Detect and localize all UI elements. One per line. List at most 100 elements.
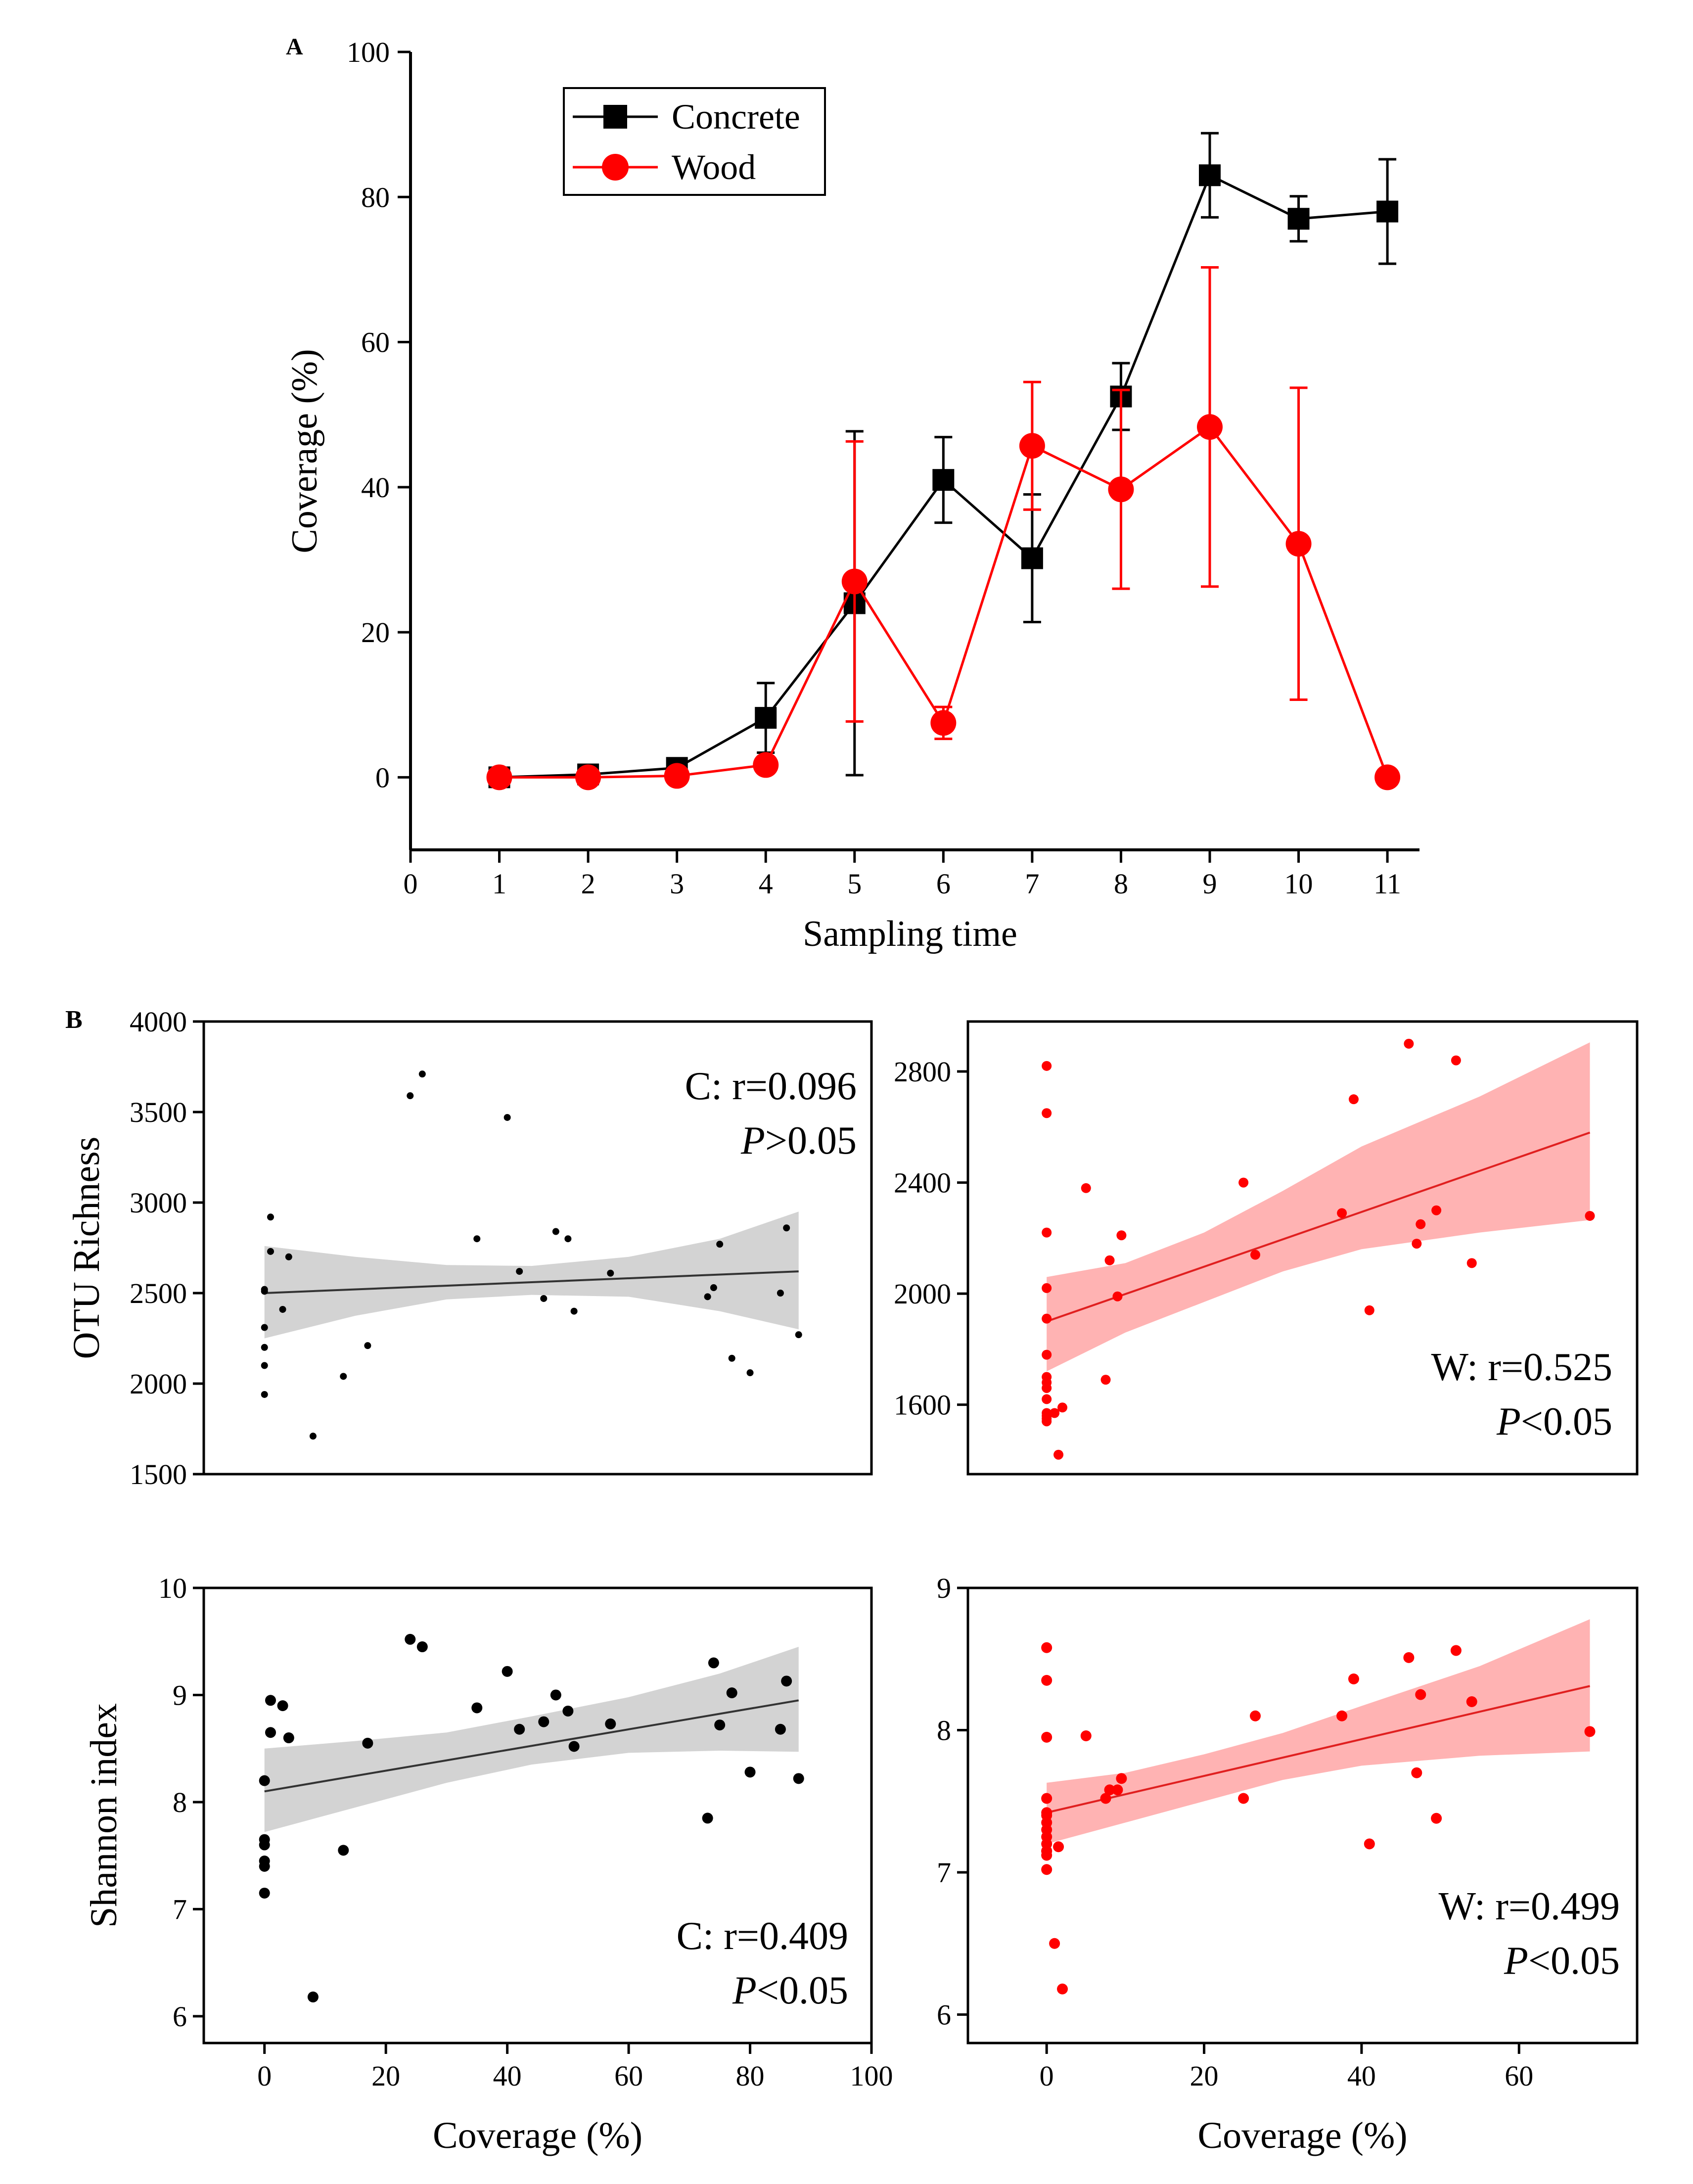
data-point bbox=[1057, 1402, 1068, 1413]
confidence-band bbox=[1047, 1042, 1590, 1372]
plot-frame bbox=[202, 1586, 873, 2045]
y-tick-label: 1500 bbox=[130, 1458, 187, 1490]
chart-a-marks bbox=[486, 132, 1401, 790]
data-point bbox=[1403, 1652, 1415, 1663]
data-point bbox=[1337, 1208, 1347, 1218]
y-tick-label: 3500 bbox=[130, 1096, 187, 1128]
data-point bbox=[418, 1070, 426, 1078]
y-tick-label: 2000 bbox=[130, 1368, 187, 1400]
chart-a-x-ticks: 0 1 2 3 4 5 6 7 8 9 10 11 bbox=[404, 850, 1401, 900]
p-symbol: P bbox=[740, 1119, 765, 1162]
p-value-annotation: P>0.05 bbox=[740, 1119, 857, 1162]
data-point bbox=[540, 1295, 548, 1302]
y-tick-label: 1600 bbox=[894, 1389, 951, 1421]
data-point bbox=[550, 1689, 561, 1701]
data-point bbox=[1104, 1784, 1115, 1796]
data-point bbox=[708, 1657, 719, 1669]
data-point bbox=[1431, 1812, 1442, 1824]
legend-wood-marker bbox=[602, 154, 629, 181]
chart-a-x-tick-label: 8 bbox=[1114, 868, 1128, 900]
p-value-annotation: P<0.05 bbox=[1504, 1939, 1620, 1983]
plot-shannon-wood: 6 7 8 9 0 20 40 60 Coverage (%) W: r=0.499 P<0.05 bbox=[937, 1572, 1639, 2156]
chart-a-y-tick-label: 60 bbox=[361, 326, 390, 359]
data-point bbox=[1112, 1291, 1123, 1301]
data-point bbox=[1042, 1227, 1052, 1238]
data-point bbox=[285, 1253, 292, 1260]
data-point bbox=[1041, 1807, 1052, 1818]
data-point bbox=[1042, 1313, 1052, 1324]
chart-a-y-tick-label: 0 bbox=[375, 761, 390, 793]
chart-a-x-tick-label: 7 bbox=[1025, 868, 1039, 900]
x-tick-label: 0 bbox=[1040, 2060, 1054, 2092]
data-point bbox=[309, 1433, 317, 1440]
data-point bbox=[405, 1633, 416, 1645]
data-point bbox=[1042, 1413, 1052, 1424]
data-point bbox=[1042, 1061, 1052, 1071]
plot-frame bbox=[966, 1586, 1639, 2045]
data-point bbox=[1041, 1642, 1052, 1653]
data-point bbox=[503, 1114, 511, 1121]
y-tick-label: 2000 bbox=[894, 1278, 951, 1310]
y-tick-label: 2800 bbox=[894, 1056, 951, 1088]
chart-a-x-tick-label: 2 bbox=[581, 868, 595, 900]
data-point-wood bbox=[1197, 414, 1223, 440]
data-point bbox=[1100, 1793, 1111, 1804]
data-point bbox=[261, 1391, 268, 1398]
data-point bbox=[1049, 1938, 1060, 1949]
data-point-wood bbox=[486, 764, 512, 790]
x-tick-label: 60 bbox=[614, 2060, 643, 2092]
data-point bbox=[1412, 1239, 1422, 1249]
data-point bbox=[1415, 1689, 1426, 1700]
x-tick-label: 20 bbox=[1190, 2060, 1219, 2092]
x-tick-label: 40 bbox=[1347, 2060, 1376, 2092]
chart-a-y-ticks: 0 20 40 60 80 100 bbox=[347, 36, 411, 793]
data-point bbox=[259, 1887, 270, 1899]
plot-frame bbox=[202, 1020, 873, 1476]
data-point-wood bbox=[1019, 433, 1045, 459]
p-symbol: P bbox=[1496, 1400, 1521, 1443]
plot-richness-wood: 1600 2000 2400 2800 W: r=0.525 P<0.05 bbox=[894, 1020, 1639, 1476]
data-point bbox=[362, 1737, 373, 1749]
chart-a-x-tick-label: 5 bbox=[847, 868, 862, 900]
confidence-band bbox=[264, 1211, 799, 1339]
data-point bbox=[1348, 1673, 1359, 1684]
data-point bbox=[267, 1248, 274, 1255]
correlation-annotation: W: r=0.525 bbox=[1431, 1346, 1612, 1389]
panel-label-b: B bbox=[65, 1006, 83, 1034]
data-point bbox=[1042, 1394, 1052, 1404]
p-symbol: P bbox=[1504, 1939, 1528, 1983]
data-point bbox=[783, 1224, 790, 1232]
chart-a-x-tick-label: 1 bbox=[492, 868, 506, 900]
chart-a-x-tick-label: 4 bbox=[759, 868, 773, 900]
y-tick-label: 2500 bbox=[130, 1277, 187, 1309]
data-point bbox=[1466, 1696, 1477, 1707]
data-point-concrete bbox=[755, 707, 777, 729]
data-point bbox=[1116, 1773, 1127, 1784]
data-point bbox=[1042, 1283, 1052, 1293]
data-point bbox=[1041, 1793, 1052, 1804]
regression-line bbox=[1046, 1685, 1590, 1814]
y-tick-label: 7 bbox=[173, 1893, 187, 1925]
data-point bbox=[265, 1695, 276, 1706]
y-tick-label: 7 bbox=[937, 1857, 951, 1889]
data-point bbox=[552, 1228, 559, 1235]
data-point bbox=[1584, 1726, 1596, 1737]
data-point bbox=[1348, 1094, 1359, 1105]
data-point-wood bbox=[1108, 476, 1134, 503]
data-point bbox=[1100, 1375, 1111, 1385]
data-point-wood bbox=[664, 763, 690, 789]
data-point bbox=[261, 1288, 268, 1295]
data-point bbox=[1104, 1255, 1115, 1265]
data-point bbox=[1466, 1258, 1477, 1268]
data-point bbox=[726, 1687, 737, 1699]
data-point bbox=[1042, 1349, 1052, 1360]
data-point bbox=[744, 1766, 756, 1778]
x-tick-label: 80 bbox=[736, 2060, 765, 2092]
data-point bbox=[568, 1741, 580, 1752]
data-point bbox=[416, 1641, 428, 1653]
data-point bbox=[1249, 1710, 1261, 1721]
data-point bbox=[795, 1331, 802, 1339]
data-point bbox=[562, 1705, 574, 1717]
data-point-wood bbox=[930, 710, 957, 736]
